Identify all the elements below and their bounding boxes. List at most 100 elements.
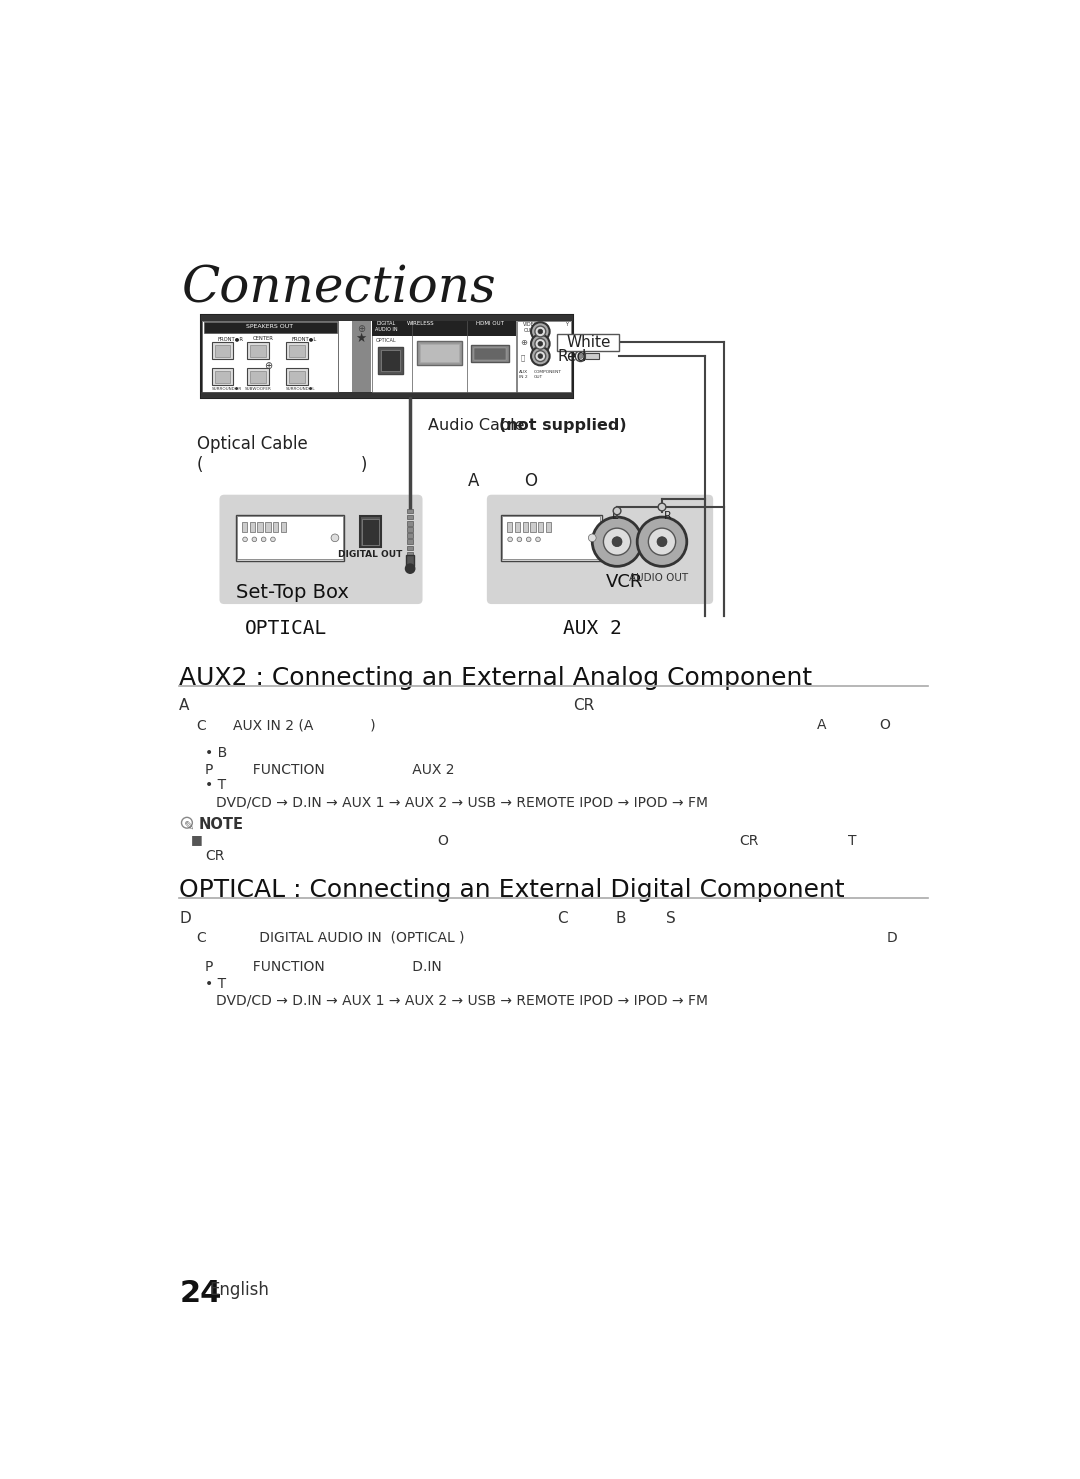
Circle shape xyxy=(578,353,583,358)
Bar xyxy=(407,534,414,538)
Text: • T: • T xyxy=(205,976,226,991)
Bar xyxy=(407,521,414,525)
Text: A: A xyxy=(179,698,190,713)
Bar xyxy=(378,348,403,374)
Text: SPEAKERS OUT: SPEAKERS OUT xyxy=(246,324,294,328)
Bar xyxy=(373,321,515,392)
Circle shape xyxy=(592,518,642,566)
Text: AUX
IN 2: AUX IN 2 xyxy=(518,370,528,379)
Bar xyxy=(251,371,266,383)
Text: AUDIO OUT: AUDIO OUT xyxy=(630,574,689,583)
Circle shape xyxy=(657,537,667,547)
Bar xyxy=(212,368,233,386)
Text: R: R xyxy=(663,510,672,521)
Text: OPTICAL: OPTICAL xyxy=(375,337,396,343)
Text: C      AUX IN 2 (A             ): C AUX IN 2 (A ) xyxy=(197,717,376,732)
Bar xyxy=(381,351,400,371)
Bar xyxy=(215,371,230,383)
Bar xyxy=(471,345,509,362)
Text: (not supplied): (not supplied) xyxy=(499,419,626,433)
Text: CENTER: CENTER xyxy=(253,336,273,342)
Text: FRONT●R: FRONT●R xyxy=(218,336,244,342)
Circle shape xyxy=(526,537,531,541)
Text: CR: CR xyxy=(740,834,759,847)
Text: ■: ■ xyxy=(191,834,203,846)
Text: HDMI OUT: HDMI OUT xyxy=(476,321,504,327)
Bar xyxy=(289,345,305,356)
Bar xyxy=(407,552,414,556)
Bar xyxy=(201,315,572,398)
Circle shape xyxy=(252,537,257,541)
Bar xyxy=(420,343,459,362)
Circle shape xyxy=(535,351,545,361)
Bar xyxy=(507,522,512,531)
Text: A: A xyxy=(469,472,480,490)
Bar xyxy=(417,342,462,365)
Bar xyxy=(257,522,262,531)
Text: C: C xyxy=(557,911,568,926)
Bar xyxy=(247,342,269,359)
Bar xyxy=(515,522,521,531)
Text: L: L xyxy=(611,510,618,521)
Circle shape xyxy=(589,534,596,541)
Circle shape xyxy=(535,339,545,349)
Text: DVD/CD → D.IN → AUX 1 → AUX 2 → USB → REMOTE IPOD → IPOD → FM: DVD/CD → D.IN → AUX 1 → AUX 2 → USB → RE… xyxy=(216,796,708,809)
Text: D: D xyxy=(887,930,897,945)
Bar xyxy=(201,315,572,321)
Circle shape xyxy=(531,334,550,353)
Text: S: S xyxy=(666,911,676,926)
Bar xyxy=(362,519,379,544)
Bar xyxy=(545,522,551,531)
Text: COMPONENT
OUT: COMPONENT OUT xyxy=(535,370,562,379)
Bar xyxy=(202,321,338,392)
Circle shape xyxy=(658,503,666,510)
Text: DIGITAL
AUDIO IN: DIGITAL AUDIO IN xyxy=(375,321,397,333)
Bar xyxy=(501,515,602,561)
Circle shape xyxy=(604,528,631,555)
Text: FRONT●L: FRONT●L xyxy=(292,336,316,342)
Text: O: O xyxy=(437,834,448,847)
Circle shape xyxy=(576,339,586,349)
Text: C            DIGITAL AUDIO IN  (OPTICAL ): C DIGITAL AUDIO IN (OPTICAL ) xyxy=(197,930,464,945)
Circle shape xyxy=(271,537,275,541)
Text: ⊕: ⊕ xyxy=(521,337,527,346)
Circle shape xyxy=(531,348,550,365)
Text: SUBWOOFER: SUBWOOFER xyxy=(245,387,272,390)
Text: B: B xyxy=(616,911,626,926)
Bar xyxy=(530,522,536,531)
Text: • T: • T xyxy=(205,778,226,793)
Text: Optical Cable: Optical Cable xyxy=(197,435,308,454)
Circle shape xyxy=(538,342,542,346)
Text: 24: 24 xyxy=(179,1278,221,1307)
Circle shape xyxy=(517,537,522,541)
Circle shape xyxy=(613,507,621,515)
Text: • B: • B xyxy=(205,745,227,760)
Text: NOTE: NOTE xyxy=(199,816,244,831)
Bar xyxy=(352,321,370,392)
Bar xyxy=(204,322,337,333)
Bar xyxy=(585,340,599,348)
Text: A: A xyxy=(816,717,826,732)
Circle shape xyxy=(332,534,339,541)
Circle shape xyxy=(261,537,266,541)
Text: Y: Y xyxy=(565,322,568,327)
Bar xyxy=(251,345,266,356)
Text: Set-Top Box: Set-Top Box xyxy=(235,583,349,602)
Circle shape xyxy=(508,537,512,541)
Circle shape xyxy=(612,537,622,547)
FancyBboxPatch shape xyxy=(487,494,713,603)
Bar xyxy=(249,522,255,531)
Bar xyxy=(517,321,571,392)
Text: VIDEO
OUT: VIDEO OUT xyxy=(524,322,539,333)
Text: O: O xyxy=(524,472,537,490)
Text: ⊕: ⊕ xyxy=(265,361,272,371)
Circle shape xyxy=(576,351,586,361)
Text: P         FUNCTION                    D.IN: P FUNCTION D.IN xyxy=(205,960,442,973)
Text: Red: Red xyxy=(557,349,586,364)
Bar xyxy=(523,522,528,531)
Text: SURROUND●L: SURROUND●L xyxy=(286,387,315,390)
Text: Connections: Connections xyxy=(181,263,496,314)
Bar xyxy=(281,522,286,531)
Circle shape xyxy=(531,322,550,340)
Circle shape xyxy=(535,325,545,337)
